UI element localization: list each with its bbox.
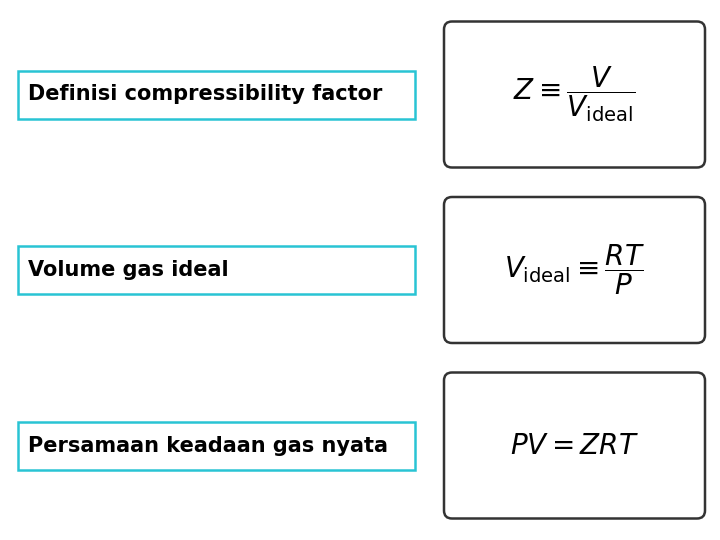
- Bar: [18, 246, 415, 294]
- Text: $Z \equiv \dfrac{V}{V_{\mathrm{ideal}}}$: $Z \equiv \dfrac{V}{V_{\mathrm{ideal}}}$: [513, 65, 636, 124]
- Text: Volume gas ideal: Volume gas ideal: [28, 260, 229, 280]
- FancyBboxPatch shape: [444, 197, 705, 343]
- Text: $V_{\mathrm{ideal}} \equiv \dfrac{RT}{P}$: $V_{\mathrm{ideal}} \equiv \dfrac{RT}{P}…: [504, 242, 645, 298]
- Text: Persamaan keadaan gas nyata: Persamaan keadaan gas nyata: [28, 435, 388, 456]
- Text: $PV = ZRT$: $PV = ZRT$: [510, 431, 639, 460]
- FancyBboxPatch shape: [444, 373, 705, 518]
- Text: Definisi compressibility factor: Definisi compressibility factor: [28, 84, 382, 105]
- FancyBboxPatch shape: [444, 22, 705, 167]
- Bar: [18, 422, 415, 469]
- Bar: [18, 71, 415, 118]
